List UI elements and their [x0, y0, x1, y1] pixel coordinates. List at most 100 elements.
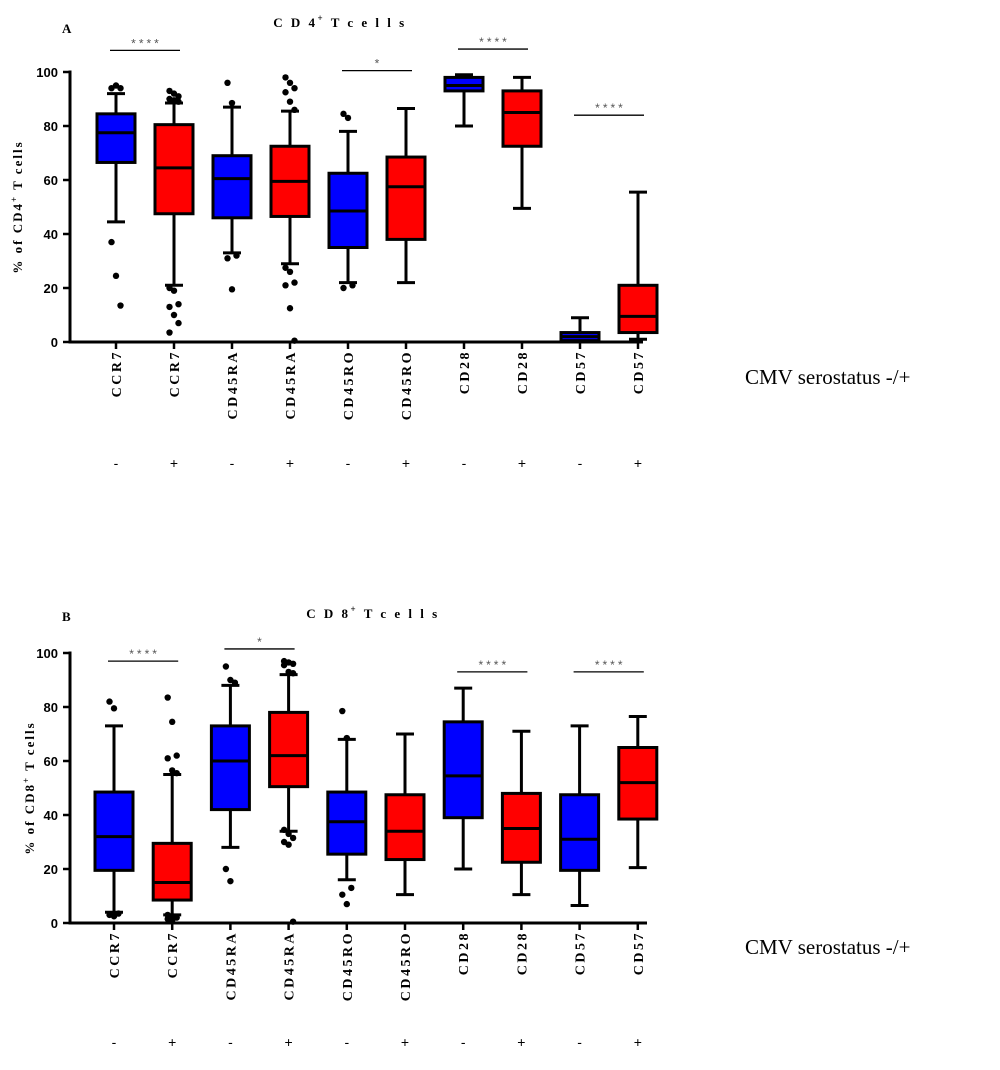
outlier-point [228, 286, 236, 293]
significance-label: * [375, 57, 383, 71]
serostatus-sign: - [578, 455, 583, 471]
x-tick-label: CCR7 [110, 350, 125, 397]
y-tick-label: 60 [44, 754, 58, 769]
y-tick-label: 60 [44, 173, 58, 188]
significance-label: **** [131, 36, 162, 50]
serostatus-sign: + [170, 455, 178, 471]
outlier-point [110, 913, 118, 920]
panel-a: A C D 4+ T c e l l s % of CD4+ T cells 0 20 4… [9, 13, 659, 471]
outlier-point [286, 268, 294, 275]
outlier-point [175, 93, 182, 100]
y-tick-label: 100 [36, 65, 58, 80]
outlier-point [169, 718, 176, 726]
outlier-point [112, 272, 120, 280]
significance-label: **** [479, 35, 510, 49]
x-tick-label: CD28 [516, 350, 531, 394]
x-tick-label: CCR7 [168, 350, 183, 397]
box-negative [93, 790, 135, 872]
outlier-point [173, 752, 180, 759]
outlier-point [282, 282, 289, 289]
outlier-point [224, 255, 231, 262]
outlier-point [222, 865, 230, 873]
serostatus-sign: - [114, 455, 119, 471]
outlier-point [340, 284, 347, 292]
x-tick-label: CCR7 [166, 931, 181, 978]
serostatus-sign: + [168, 1034, 176, 1050]
significance-label: **** [478, 658, 509, 672]
panel-letter: B [62, 609, 71, 624]
x-tick-label: CD45RO [400, 350, 415, 420]
outlier-point [344, 114, 352, 122]
outlier-point [231, 679, 239, 686]
outlier-point [282, 264, 289, 271]
outlier-point [286, 79, 294, 87]
outlier-point [289, 834, 297, 842]
serostatus-sign: - [230, 455, 235, 471]
y-tick-label: 20 [44, 281, 58, 296]
significance-label: * [257, 635, 265, 649]
x-tick-label: CD28 [515, 931, 530, 975]
x-tick-label: CD45RO [341, 931, 356, 1001]
x-tick-label: CD45RA [283, 931, 298, 1000]
outlier-point [286, 98, 294, 105]
x-tick-label: CD45RO [342, 350, 357, 420]
outlier-point [222, 663, 230, 670]
outlier-point [348, 884, 355, 892]
outlier-point [166, 303, 173, 311]
box-positive [617, 283, 659, 335]
box-positive [501, 89, 543, 148]
y-tick-label: 0 [51, 335, 58, 350]
outlier-point [291, 106, 298, 114]
outlier-point [343, 734, 350, 742]
x-tick-label: CD57 [632, 931, 647, 975]
outlier-point [169, 917, 176, 924]
outlier-point [285, 841, 292, 848]
y-tick-label: 20 [44, 862, 58, 877]
serostatus-sign: - [228, 1034, 233, 1050]
serostatus-sign: + [401, 1034, 409, 1050]
box-positive [384, 793, 426, 862]
outlier-point [170, 311, 178, 319]
x-tick-label: CD28 [458, 350, 473, 394]
serostatus-sign: - [346, 455, 351, 471]
box-positive [268, 710, 310, 789]
outlier-point [343, 900, 350, 908]
outlier-point [233, 252, 240, 259]
outlier-point [291, 85, 298, 92]
y-tick-label: 40 [44, 227, 58, 242]
serostatus-label-a: CMV serostatus -/+ [745, 365, 911, 389]
serostatus-sign: + [286, 455, 294, 471]
outlier-point [280, 661, 288, 669]
x-tick-label: CCR7 [108, 931, 123, 978]
serostatus-sign: - [344, 1034, 349, 1050]
outlier-point [175, 319, 182, 327]
box-negative [442, 720, 484, 820]
y-tick-label: 40 [44, 808, 58, 823]
chart-title: C D 4+ T c e l l s [273, 13, 406, 30]
outlier-point [108, 238, 115, 246]
y-axis-label: % of CD8+ T cells [21, 721, 37, 854]
box-negative [211, 154, 253, 220]
outlier-point [280, 826, 288, 834]
outlier-point [224, 79, 231, 87]
outlier-point [228, 99, 236, 107]
serostatus-sign: + [285, 1034, 293, 1050]
box-negative [95, 112, 137, 164]
outlier-point [282, 74, 289, 81]
serostatus-sign: - [112, 1034, 117, 1050]
x-tick-label: CD28 [457, 931, 472, 975]
outlier-point [117, 85, 124, 92]
outlier-point [289, 660, 297, 667]
serostatus-sign: - [577, 1034, 582, 1050]
outlier-point [339, 707, 346, 715]
outlier-point [164, 755, 171, 762]
significance-label: **** [129, 647, 160, 661]
x-tick-label: CD57 [632, 350, 647, 394]
outlier-point [173, 769, 180, 777]
serostatus-sign: + [518, 455, 526, 471]
outlier-point [175, 301, 182, 308]
outlier-point [227, 877, 234, 885]
outlier-point [291, 337, 298, 344]
serostatus-sign: - [461, 1034, 466, 1050]
